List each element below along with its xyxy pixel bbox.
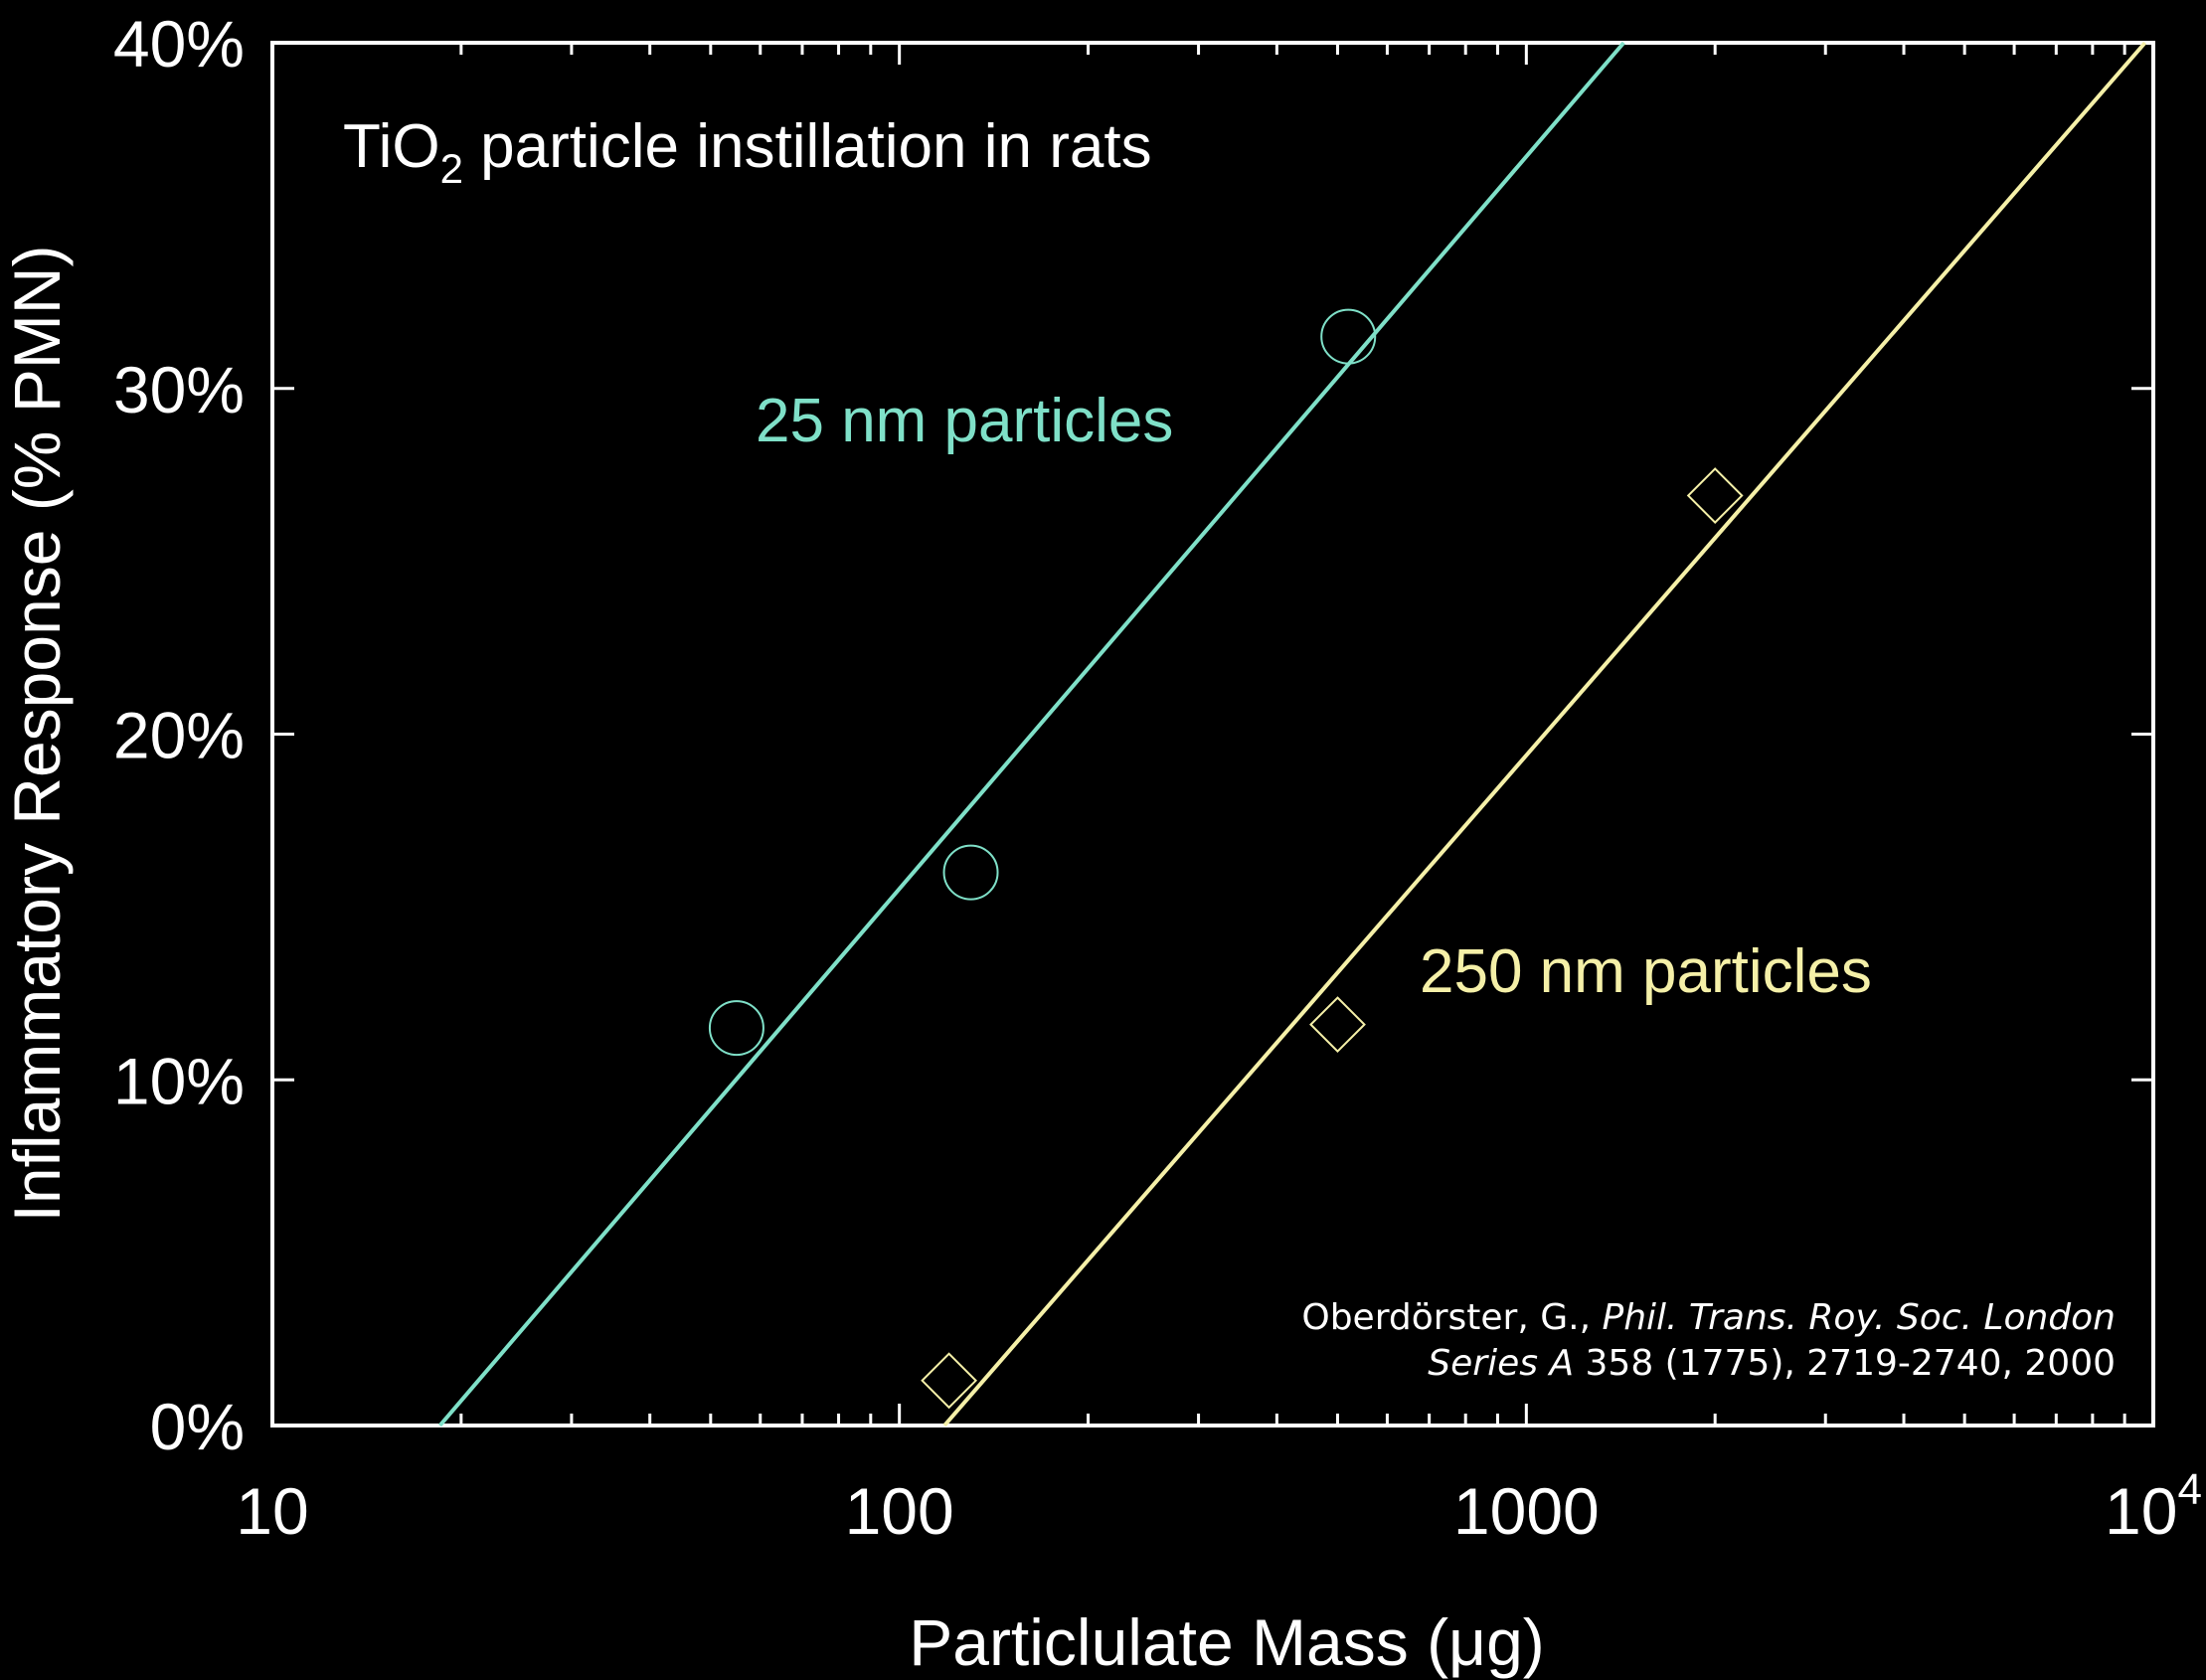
fit-lines: [437, 41, 2147, 1428]
x-tick-label: 10: [236, 1474, 308, 1548]
fit-line-series-0: [437, 41, 1625, 1428]
citation-line-2: Series A 358 (1775), 2719-2740, 2000: [1428, 1343, 2116, 1384]
y-tick-label: 40%: [113, 7, 245, 81]
y-tick-label: 10%: [113, 1044, 245, 1117]
citation-line-1: Oberdörster, G., Phil. Trans. Roy. Soc. …: [1301, 1297, 2116, 1338]
axis-ticks: [270, 41, 2153, 1428]
x-tick-label: 104: [2105, 1465, 2202, 1548]
diamond-marker: [1686, 467, 1744, 524]
y-tick-label: 0%: [150, 1390, 245, 1463]
circle-marker: [1320, 308, 1377, 365]
y-axis-title: Inflammatory Response (% PMN): [0, 246, 74, 1223]
fit-line-series-1: [942, 41, 2147, 1428]
diamond-marker: [921, 1352, 978, 1410]
y-tick-label: 20%: [113, 699, 245, 772]
circle-marker: [942, 844, 999, 901]
data-markers: [708, 308, 1744, 1410]
plot-frame: [270, 41, 2155, 1428]
tick-labels: 10 100 1000 104 0% 10% 20% 30% 40%: [113, 7, 2202, 1548]
y-tick-label: 30%: [113, 353, 245, 426]
diamond-marker: [1309, 996, 1366, 1054]
series-label-250nm: 250 nm particles: [1420, 937, 1872, 1006]
circle-marker: [708, 1000, 764, 1057]
x-axis-title: Particlulate Mass (μg): [909, 1605, 1545, 1679]
plot-title: TiO2 particle instillation in rats: [343, 112, 1152, 192]
x-tick-label: 1000: [1453, 1474, 1600, 1548]
x-tick-label: 100: [845, 1474, 954, 1548]
series-label-25nm: 25 nm particles: [756, 387, 1173, 455]
